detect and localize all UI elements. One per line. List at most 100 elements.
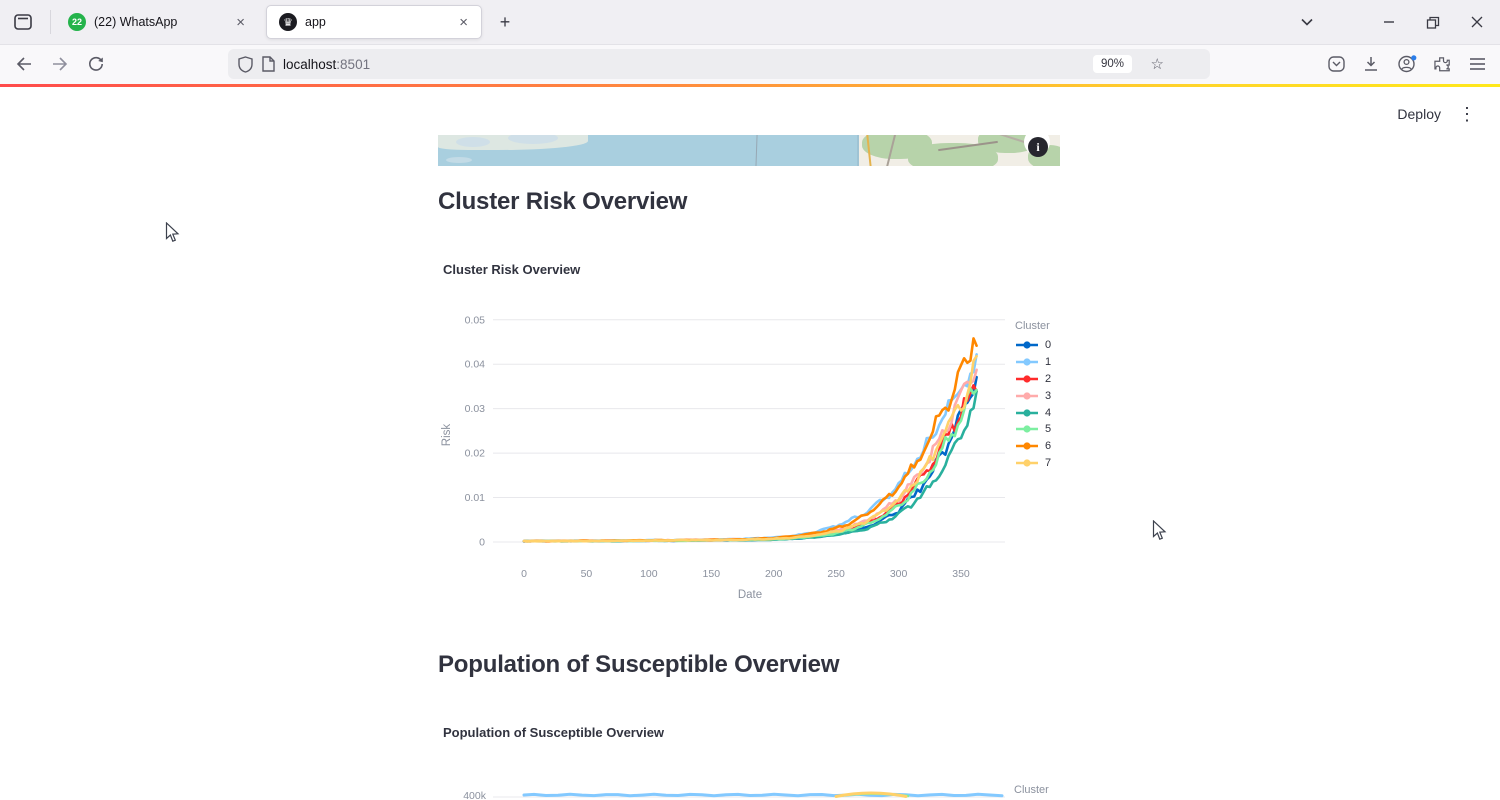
app-menu-button[interactable]: ⋮ [1458,104,1476,124]
deploy-button[interactable]: Deploy [1397,106,1441,122]
legend-label: 7 [1045,456,1052,469]
zoom-level-badge[interactable]: 90% [1092,55,1132,73]
legend-entry-cluster-2[interactable]: 2 [1015,371,1051,388]
minimize-icon [1384,21,1394,23]
legend-label: 6 [1045,440,1052,453]
chart2-legend-title: Cluster [1014,784,1049,796]
legend-entry-cluster-0[interactable]: 0 [1015,337,1051,354]
forward-button[interactable] [46,50,74,78]
legend-marker-icon [1016,392,1038,400]
extensions-button[interactable] [1428,50,1456,78]
y-tick-label: 0.03 [465,403,486,415]
restore-icon [1426,16,1440,29]
bookmark-star-icon[interactable]: ☆ [1150,56,1164,73]
back-arrow-icon [16,57,31,71]
legend-label: 5 [1045,423,1052,436]
legend-entry-cluster-4[interactable]: 4 [1015,404,1051,421]
section-heading: Population of Susceptible Overview [438,651,840,678]
mouse-cursor [1152,520,1167,540]
map-coastline [857,135,859,166]
account-button[interactable] [1393,50,1421,78]
chart-title: Population of Susceptible Overview [443,725,665,740]
pocket-button[interactable] [1322,50,1350,78]
y-tick-label: 400k [463,790,487,800]
legend-marker-icon [1016,408,1038,417]
x-axis-title: Date [738,589,762,601]
x-tick-label: 250 [827,568,845,580]
back-button[interactable] [10,50,38,78]
legend-label: 4 [1045,406,1052,419]
firefox-view-button[interactable] [10,10,36,34]
page-info-icon[interactable] [262,56,275,72]
series-line-cluster-7 [834,791,908,798]
y-tick-label: 0.05 [465,314,486,326]
url-port: :8501 [336,56,371,72]
population-susceptible-line-chart[interactable]: 400k [438,778,1062,800]
chart-title: Cluster Risk Overview [443,262,581,277]
tab-close-icon[interactable]: × [459,13,468,31]
series-line-cluster-6 [522,337,978,543]
minimize-button[interactable] [1372,8,1406,36]
legend-marker-icon [1016,341,1038,349]
chart-legend[interactable]: Cluster 0 1 2 3 4 5 6 7 [1015,320,1051,471]
tab-label: app [305,15,326,29]
tab-separator [50,10,51,34]
legend-label: 1 [1045,356,1052,369]
x-tick-label: 0 [521,568,527,580]
y-tick-label: 0 [479,537,485,549]
series-line-cluster-7 [522,354,978,543]
map-boundary-line [755,135,758,166]
cluster-risk-line-chart[interactable]: 00.010.020.030.040.050 50 100 150 200 250 300 3… [438,295,1062,610]
app-favicon-crown-icon: ♛ [279,13,297,31]
restore-button[interactable] [1416,8,1450,36]
section-heading: Cluster Risk Overview [438,188,688,215]
hamburger-menu-icon [1469,58,1485,70]
series-line-cluster-5 [522,387,978,543]
new-tab-button[interactable]: + [499,11,511,32]
download-icon [1365,57,1377,71]
legend-marker-icon [1016,442,1038,450]
x-tick-label: 50 [581,568,593,580]
tab-app[interactable]: ♛ app × [266,5,482,39]
series-line-cluster-0 [522,375,978,543]
legend-entry-cluster-5[interactable]: 5 [1015,421,1051,438]
pocket-icon [1327,56,1345,72]
url-text[interactable]: localhost:8501 [283,57,370,72]
x-tick-label: 150 [703,568,721,580]
chevron-down-icon [1301,18,1313,26]
legend-label: 3 [1045,389,1052,402]
legend-entry-cluster-3[interactable]: 3 [1015,387,1051,404]
legend-marker-icon [1016,358,1038,366]
forward-arrow-icon [53,57,68,71]
y-tick-label: 0.04 [465,359,486,371]
x-tick-label: 300 [890,568,908,580]
map-info-icon[interactable]: i [1028,137,1048,157]
url-bar[interactable]: localhost:8501 90% ☆ [228,49,1210,79]
tab-strip: 22 (22) WhatsApp × ♛ app × + [0,0,1500,44]
reload-button[interactable] [82,50,110,78]
legend-title: Cluster [1015,320,1050,332]
legend-entry-cluster-6[interactable]: 6 [1015,438,1051,455]
legend-label: 2 [1045,372,1052,385]
shield-icon[interactable] [238,55,253,73]
map-strip[interactable]: i [438,135,1060,166]
legend-entry-cluster-1[interactable]: 1 [1015,354,1051,371]
y-tick-label: 0.02 [465,448,486,460]
series-line-cluster-1 [522,792,1004,798]
whatsapp-badge-icon: 22 [68,13,86,31]
tab-overflow-button[interactable] [1290,8,1324,36]
series-line-cluster-3 [522,368,978,543]
menu-button[interactable] [1463,50,1491,78]
account-icon [1397,55,1416,73]
y-tick-label: 0.01 [465,492,486,504]
tab-close-icon[interactable]: × [236,13,245,31]
map-green-area [978,135,1038,153]
downloads-button[interactable] [1357,50,1385,78]
legend-entry-cluster-7[interactable]: 7 [1015,455,1051,472]
legend-marker-icon [1016,425,1038,433]
tab-whatsapp[interactable]: 22 (22) WhatsApp × [58,5,258,39]
legend-marker-icon [1016,459,1038,467]
close-window-button[interactable] [1460,8,1494,36]
x-tick-label: 100 [640,568,658,580]
map-land-patch [508,135,558,144]
